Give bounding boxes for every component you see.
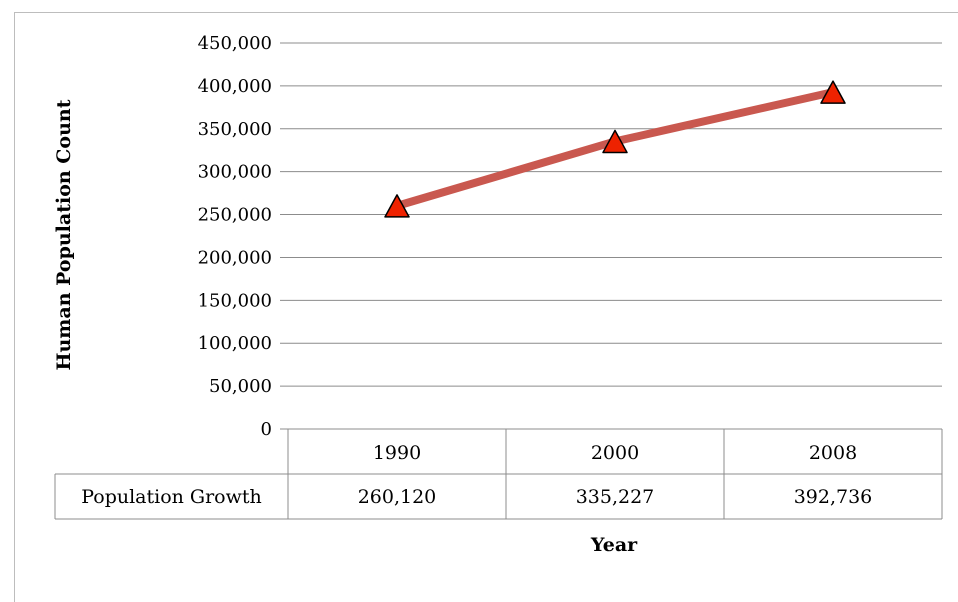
y-axis-tick-labels: 0 50,000 100,000 150,000 200,000 250,000 300,0… — [198, 33, 272, 440]
table-series-name: Population Growth — [81, 486, 262, 508]
y-tick-label: 450,000 — [198, 33, 272, 54]
y-tick-label: 0 — [261, 419, 272, 440]
y-tick-label: 300,000 — [198, 162, 272, 183]
x-axis-title: Year — [590, 534, 638, 556]
y-tick-label: 150,000 — [198, 290, 272, 311]
table-value: 392,736 — [794, 486, 873, 508]
gridlines — [280, 42, 942, 387]
x-tick-label: 1990 — [373, 442, 421, 464]
y-tick-label: 200,000 — [198, 247, 272, 268]
data-table: Population Growth 1990 260,120 2000 335,227 2… — [54, 428, 943, 520]
triangle-marker — [602, 129, 628, 154]
y-tick-label: 400,000 — [198, 76, 272, 97]
series-population-growth — [384, 80, 846, 218]
x-tick-label: 2008 — [809, 442, 857, 464]
chart-frame — [14, 12, 958, 602]
triangle-marker — [384, 194, 410, 218]
y-tick-label: 350,000 — [198, 119, 272, 140]
table-value: 260,120 — [358, 486, 437, 508]
y-axis-title: Human Population Count — [53, 99, 75, 370]
y-tick-label: 50,000 — [209, 376, 272, 397]
line-chart: 0 50,000 100,000 150,000 200,000 250,000 300,0… — [53, 33, 943, 556]
triangle-marker — [820, 80, 846, 104]
x-tick-label: 2000 — [591, 442, 639, 464]
table-value: 335,227 — [576, 486, 655, 508]
y-tick-label: 100,000 — [198, 333, 272, 354]
y-tick-label: 250,000 — [198, 205, 272, 226]
